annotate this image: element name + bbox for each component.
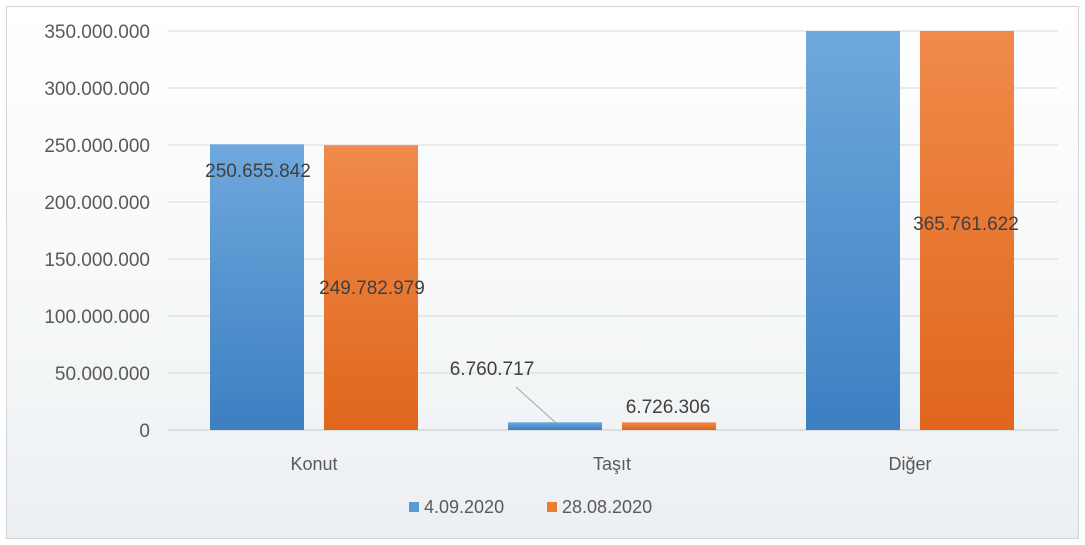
- y-tick-label: 350.000.000: [44, 22, 150, 43]
- bar-dier-1: [806, 31, 900, 430]
- x-tick-label: Diğer: [888, 454, 931, 474]
- data-label: 250.655.842: [205, 161, 311, 182]
- x-axis: Konut Taşıt Diğer: [290, 454, 931, 474]
- y-tick-label: 200.000.000: [44, 193, 150, 214]
- bar-konut-1: [210, 144, 304, 431]
- gridlines: [168, 30, 1058, 431]
- bar-tat-2: [622, 422, 716, 430]
- legend-label: 28.08.2020: [562, 497, 652, 517]
- data-label: 365.761.622: [913, 214, 1019, 235]
- x-tick-label: Taşıt: [593, 454, 631, 474]
- y-tick-label: 50.000.000: [55, 364, 150, 385]
- chart-area: [6, 6, 1079, 539]
- legend: 4.09.2020 28.08.2020: [409, 497, 652, 517]
- data-label: 6.760.717: [450, 359, 535, 380]
- legend-label: 4.09.2020: [424, 497, 504, 517]
- x-tick-label: Konut: [290, 454, 337, 474]
- y-tick-label: 100.000.000: [44, 307, 150, 328]
- bar-konut-2: [324, 145, 418, 430]
- y-tick-label: 250.000.000: [44, 136, 150, 157]
- bars: [210, 31, 1014, 431]
- legend-swatch: [547, 502, 557, 512]
- y-tick-label: 300.000.000: [44, 79, 150, 100]
- legend-swatch: [409, 502, 419, 512]
- data-labels: 250.655.842 249.782.979 6.760.717 6.726.306…: [205, 161, 1019, 424]
- y-tick-label: 150.000.000: [44, 250, 150, 271]
- y-axis: 0 50.000.000 100.000.000 150.000.000 200.000…: [44, 22, 150, 442]
- data-label: 249.782.979: [319, 278, 425, 299]
- label-leader-line: [515, 386, 557, 424]
- bar-tat-1: [508, 422, 602, 430]
- y-tick-label: 0: [139, 421, 150, 442]
- bar-dier-2: [920, 31, 1014, 430]
- data-label: 6.726.306: [626, 397, 711, 418]
